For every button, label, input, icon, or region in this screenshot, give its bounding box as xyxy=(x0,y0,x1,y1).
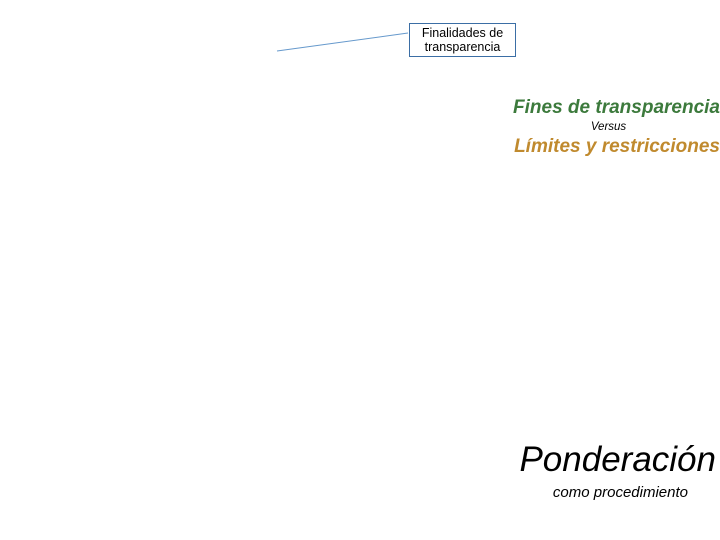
footer-title: Ponderación xyxy=(519,440,716,480)
heading-versus: Versus xyxy=(498,121,719,133)
topic-box: Finalidades detransparencia xyxy=(409,23,516,57)
footer-subtitle: como procedimiento xyxy=(553,484,688,501)
diagram-canvas: Finalidades detransparencia Fines de tra… xyxy=(0,0,720,540)
heading-line-1: Fines de transparencia xyxy=(513,97,720,119)
heading-line-2: Límites y restricciones xyxy=(514,136,720,158)
topic-box-label: Finalidades detransparencia xyxy=(422,26,503,55)
